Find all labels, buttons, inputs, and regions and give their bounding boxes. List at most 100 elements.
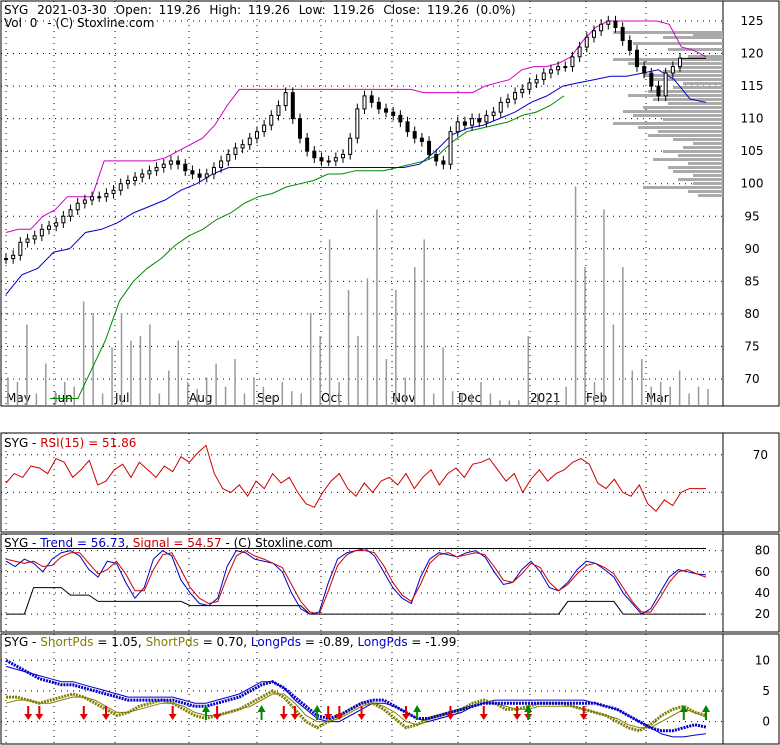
sell-arrow-icon — [579, 714, 588, 720]
price-bar-body — [491, 111, 496, 116]
price-bar-body — [448, 131, 453, 165]
price-bar-body — [18, 241, 23, 256]
price-bar-body — [642, 66, 647, 74]
price-tick-label: 85 — [744, 274, 759, 288]
volume-profile-bar — [683, 82, 723, 85]
price-bar-body — [577, 46, 582, 58]
price-bar-body — [606, 20, 611, 25]
osc-tick-label: 5 — [762, 684, 770, 698]
lower-channel-line — [50, 95, 565, 399]
price-bar-body — [47, 225, 52, 230]
buy-arrow-icon — [313, 705, 322, 712]
price-bar-body — [362, 95, 367, 110]
stoch-tick-label: 40 — [755, 586, 770, 600]
volume-profile-bar — [693, 182, 723, 185]
volume-profile-bar — [688, 190, 723, 193]
stoch-tick-label: 80 — [755, 544, 770, 558]
volume-profile-bar — [668, 102, 723, 105]
osc-panel-frame — [0, 633, 780, 745]
header-high-label: High: — [209, 3, 241, 17]
price-bar-body — [247, 137, 252, 146]
price-bar-body — [620, 27, 625, 42]
price-bar-body — [269, 114, 274, 126]
month-tick-label: Aug — [189, 391, 212, 405]
header-close-label: Close: — [383, 3, 420, 17]
volume-profile-bar — [628, 62, 723, 65]
price-bar-body — [254, 131, 259, 139]
price-bar-body — [226, 153, 231, 162]
price-bar-body — [527, 82, 532, 90]
price-bar-body — [405, 121, 410, 133]
price-bar-body — [369, 95, 374, 103]
rsi-tick-label: 70 — [753, 448, 768, 462]
header-open-label: Open: — [116, 3, 152, 17]
volume-profile-bar — [613, 122, 723, 125]
header-low: 119.26 — [333, 3, 375, 17]
volume-profile-bar — [673, 138, 723, 141]
volume-profile-bar — [663, 150, 723, 153]
sell-arrow-icon — [168, 714, 177, 720]
volume-profile-bar — [648, 90, 723, 93]
price-bar-body — [319, 157, 324, 162]
price-bar-body — [312, 150, 317, 159]
volume-profile-bar — [653, 158, 723, 161]
osc-series-label: LongPds — [251, 635, 301, 649]
stoch-sep: , — [125, 536, 133, 550]
price-tick-label: 105 — [741, 144, 764, 158]
price-bar-body — [276, 105, 281, 116]
price-tick-label: 70 — [744, 372, 759, 386]
price-bar-body — [412, 131, 417, 139]
month-tick-label: Dec — [458, 391, 481, 405]
price-tick-label: 125 — [741, 14, 764, 28]
buy-arrow-icon — [524, 705, 533, 712]
price-bar-body — [376, 101, 381, 110]
volume-profile-bar — [613, 31, 723, 34]
price-bar-body — [434, 153, 439, 162]
price-bar-body — [534, 79, 539, 84]
sell-arrow-icon — [213, 714, 222, 720]
price-bar-body — [154, 166, 159, 172]
buy-arrow-icon — [413, 705, 422, 712]
osc-title: SYG - ShortPds = 1.05, ShortPds = 0.70, … — [4, 635, 456, 649]
price-bar-body — [627, 40, 632, 51]
volume-profile-bar — [643, 186, 723, 189]
sell-arrow-icon — [35, 714, 44, 720]
volume-profile-bar — [678, 154, 723, 157]
price-bar-body — [341, 153, 345, 159]
volume-header: Vol 0 - (C) Stoxline.com — [4, 16, 154, 30]
price-bar-body — [391, 111, 396, 116]
sell-arrow-icon — [513, 714, 522, 720]
volume-profile-bar — [613, 58, 723, 61]
price-tick-label: 120 — [741, 47, 764, 61]
price-bar-body — [477, 118, 482, 123]
price-bar-body — [75, 202, 80, 211]
price-bar-body — [384, 108, 389, 113]
header-vol-label: Vol — [4, 16, 22, 30]
price-bar-body — [118, 183, 123, 191]
price-bar-body — [348, 137, 353, 155]
volume-profile-bar — [698, 194, 723, 197]
price-tick-label: 110 — [741, 112, 764, 126]
price-bar-body — [283, 92, 288, 107]
price-bar-body — [61, 215, 66, 224]
price-bar-body — [4, 258, 8, 261]
sell-arrow-icon — [357, 714, 366, 720]
osc-symbol: SYG - — [4, 635, 40, 649]
volume-profile-bar — [673, 170, 723, 173]
price-bar-body — [219, 160, 224, 168]
sell-arrow-icon — [279, 714, 288, 720]
month-tick-label: Sep — [257, 391, 280, 405]
price-bar-body — [97, 196, 102, 199]
stoch-trend-label: Trend = 56.73 — [39, 536, 125, 550]
price-bar-body — [484, 114, 489, 123]
volume-profile-bar — [673, 86, 723, 89]
price-bar-body — [656, 85, 661, 97]
buy-arrow-icon — [202, 705, 210, 712]
price-bar-body — [541, 72, 546, 81]
price-bar-body — [649, 72, 654, 87]
price-bar-body — [678, 57, 682, 68]
price-bar-body — [82, 199, 87, 204]
price-bar-body — [183, 163, 188, 172]
rsi-label: RSI(15) = 51.86 — [40, 436, 136, 450]
